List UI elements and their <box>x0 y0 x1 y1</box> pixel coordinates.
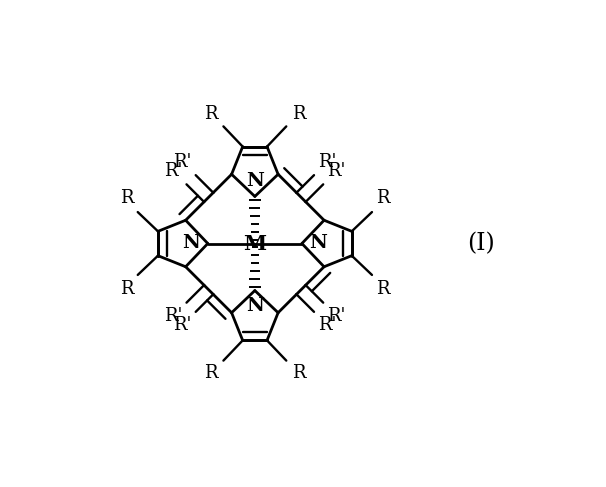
Text: R': R' <box>173 316 191 334</box>
Text: M: M <box>243 233 267 254</box>
Text: R: R <box>121 189 134 207</box>
Text: R': R' <box>318 153 336 171</box>
Text: R': R' <box>318 316 336 334</box>
Text: N: N <box>310 235 327 252</box>
Text: R': R' <box>327 307 345 325</box>
Text: R: R <box>376 189 389 207</box>
Text: R': R' <box>164 307 182 325</box>
Text: R': R' <box>164 162 182 180</box>
Text: N: N <box>246 297 264 315</box>
Text: N: N <box>246 172 264 190</box>
Text: R: R <box>204 105 218 123</box>
Text: R: R <box>292 364 305 382</box>
Text: R': R' <box>173 153 191 171</box>
Text: R: R <box>376 280 389 298</box>
Text: N: N <box>182 235 200 252</box>
Text: (I): (I) <box>467 232 495 255</box>
Text: R: R <box>292 105 305 123</box>
Text: R': R' <box>327 162 345 180</box>
Text: R: R <box>121 280 134 298</box>
Text: R: R <box>204 364 218 382</box>
